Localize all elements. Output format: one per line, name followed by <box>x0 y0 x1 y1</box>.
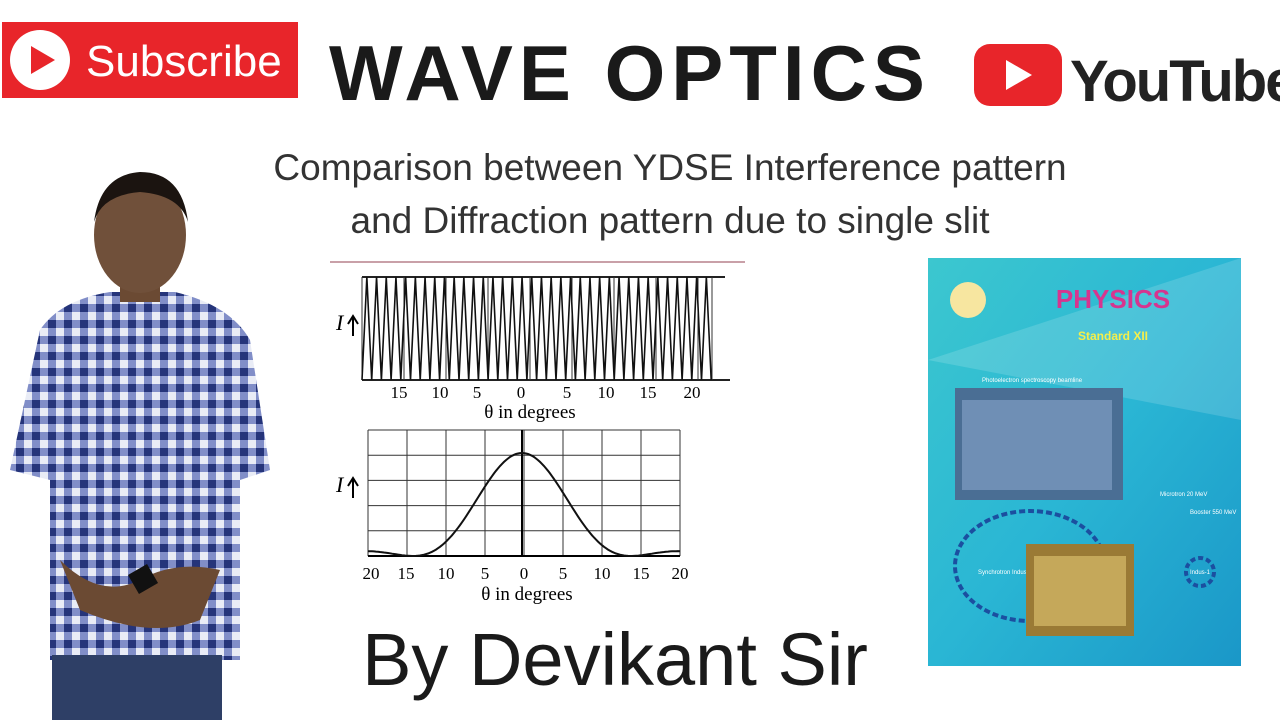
x-tick-label: 0 <box>520 564 529 583</box>
x-tick-label: 20 <box>672 564 689 583</box>
x-tick-label: 15 <box>398 564 415 583</box>
x-tick-label: 20 <box>684 383 701 402</box>
x-tick-label: 10 <box>598 383 615 402</box>
x-axis-label: θ in degrees <box>481 584 572 605</box>
play-icon <box>31 46 55 74</box>
interference-figure: I θ in degrees 15 10 5 0 5 10 15 20 <box>330 261 745 423</box>
x-axis-label: θ in degrees <box>484 402 575 423</box>
youtube-play <box>1006 60 1032 90</box>
subtitle-line: Comparison between YDSE Interference pat… <box>273 147 1066 188</box>
x-tick-label: 15 <box>391 383 408 402</box>
subtitle-line: and Diffraction pattern due to single sl… <box>351 200 991 241</box>
x-tick-label: 10 <box>438 564 455 583</box>
book-title: PHYSICS <box>1056 284 1170 314</box>
book-caption: Indus-1 <box>1190 570 1211 576</box>
youtube-label: YouTube <box>1070 49 1280 114</box>
x-tick-label: 15 <box>640 383 657 402</box>
interference-curve <box>361 276 712 381</box>
subscribe-label[interactable]: Subscribe <box>86 37 282 86</box>
book-cover: PHYSICS Standard XII Photoelectron spect… <box>928 258 1241 666</box>
x-tick-label: 5 <box>563 383 572 402</box>
x-tick-label: 10 <box>594 564 611 583</box>
title: WAVE OPTICS <box>329 29 931 117</box>
book-caption: Booster 550 MeV <box>1190 510 1236 516</box>
x-tick-label: 5 <box>473 383 482 402</box>
axis-label: I <box>335 310 345 335</box>
x-tick-label: 15 <box>633 564 650 583</box>
x-tick-label: 5 <box>481 564 490 583</box>
footer: By Devikant Sir <box>362 618 868 701</box>
x-tick-label: 5 <box>559 564 568 583</box>
x-tick-label: 10 <box>432 383 449 402</box>
x-tick-label: 0 <box>517 383 526 402</box>
axis-label: I <box>335 472 345 497</box>
presenter <box>10 172 270 720</box>
diffraction-figure: I θ in degrees 20 15 10 5 0 5 10 15 20 <box>335 429 689 605</box>
book-caption: Microtron 20 MeV <box>1160 492 1207 498</box>
book-standard: Standard XII <box>1078 329 1148 343</box>
diffraction-curve <box>368 451 681 557</box>
x-tick-label: 20 <box>363 564 380 583</box>
book-caption: Photoelectron spectroscopy beamline <box>982 378 1083 384</box>
